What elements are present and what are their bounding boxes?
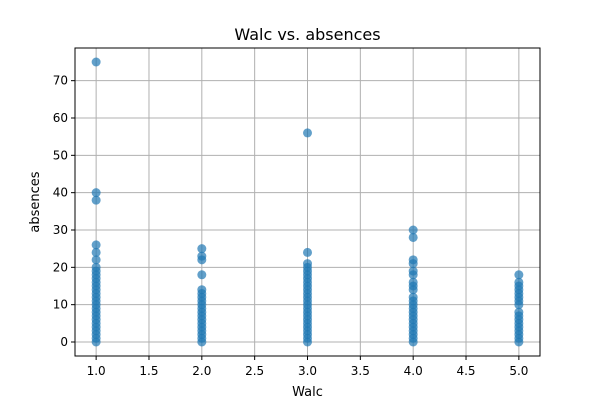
data-point <box>91 57 101 67</box>
data-point <box>303 128 312 138</box>
y-tick-label: 60 <box>53 111 68 125</box>
x-tick-label: 4.5 <box>456 364 475 378</box>
x-tick-label: 2.0 <box>192 364 211 378</box>
y-tick-label: 40 <box>53 186 68 200</box>
y-tick-label: 70 <box>53 74 68 88</box>
data-point <box>91 247 101 257</box>
y-axis-label: absences <box>28 171 43 232</box>
data-point <box>197 244 207 254</box>
data-point <box>514 277 524 287</box>
data-point <box>408 292 418 302</box>
data-point <box>91 195 101 205</box>
data-point <box>408 232 418 242</box>
data-point <box>408 277 418 287</box>
data-point <box>197 270 207 280</box>
data-point <box>408 225 418 235</box>
chart-title: Walc vs. absences <box>234 25 380 44</box>
data-point <box>408 266 418 276</box>
x-tick-label: 3.0 <box>298 364 317 378</box>
data-point <box>91 188 101 198</box>
y-tick-label: 50 <box>53 148 68 162</box>
data-point <box>91 240 101 250</box>
data-points <box>91 57 524 347</box>
x-axis-ticks: 1.0 1.5 2.0 2.5 3.0 3.5 4.0 4.5 5.0 <box>87 356 528 378</box>
data-point <box>303 247 312 257</box>
y-tick-label: 10 <box>53 298 68 312</box>
grid-lines <box>75 48 540 356</box>
data-point <box>91 255 101 265</box>
x-tick-label: 1.5 <box>139 364 158 378</box>
data-point <box>91 262 101 272</box>
x-tick-label: 4.0 <box>404 364 423 378</box>
x-tick-label: 3.5 <box>351 364 370 378</box>
data-point <box>514 270 524 280</box>
data-point <box>91 274 101 284</box>
data-point <box>303 262 312 272</box>
y-axis-ticks: 0 10 20 30 40 50 60 70 <box>53 74 75 349</box>
y-tick-label: 20 <box>53 260 68 274</box>
x-tick-label: 5.0 <box>509 364 528 378</box>
data-point <box>197 251 207 261</box>
x-tick-label: 1.0 <box>87 364 106 378</box>
data-point <box>197 285 207 295</box>
y-tick-label: 0 <box>60 335 68 349</box>
x-tick-label: 2.5 <box>245 364 264 378</box>
x-axis-label: Walc <box>292 385 323 400</box>
data-point <box>514 307 524 317</box>
data-point <box>408 255 418 265</box>
y-tick-label: 30 <box>53 223 68 237</box>
